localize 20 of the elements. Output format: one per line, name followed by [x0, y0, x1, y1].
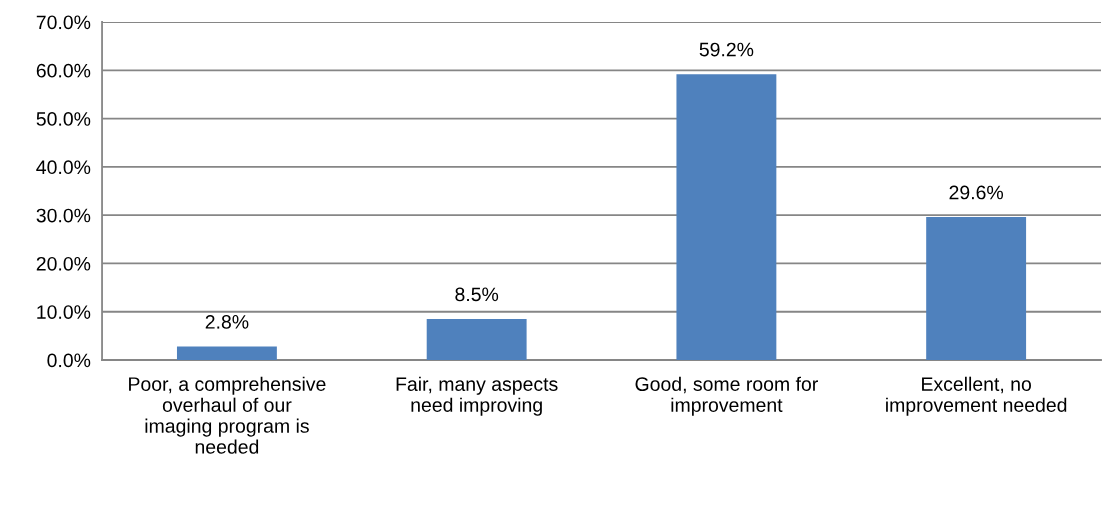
y-tick-label: 30.0% — [36, 208, 91, 223]
bar — [676, 74, 777, 361]
y-tick-label: 70.0% — [36, 15, 91, 30]
y-tick-label: 20.0% — [36, 256, 91, 271]
y-tick-label: 10.0% — [37, 305, 91, 319]
bar — [426, 318, 527, 361]
x-tick-label: Good, some room for improvement — [635, 376, 818, 416]
y-tick-label: 50.0% — [36, 112, 91, 126]
data-label: 8.5% — [455, 287, 499, 302]
data-label: 2.8% — [205, 315, 249, 329]
y-tick-label: 60.0% — [36, 63, 91, 78]
x-tick-label: Excellent, no improvement needed — [886, 376, 1067, 416]
y-tick-label: 40.0% — [36, 160, 91, 175]
data-label: 59.2% — [699, 42, 754, 57]
bar — [926, 217, 1027, 361]
bar — [176, 346, 277, 361]
y-tick-label: 0.0% — [47, 353, 91, 368]
x-tick-label: Poor, a comprehensive overhaul of our imaging program is needed — [129, 376, 326, 454]
data-label: 29.6% — [949, 185, 1004, 200]
x-tick-label: Fair, many aspects need improving — [396, 376, 558, 416]
